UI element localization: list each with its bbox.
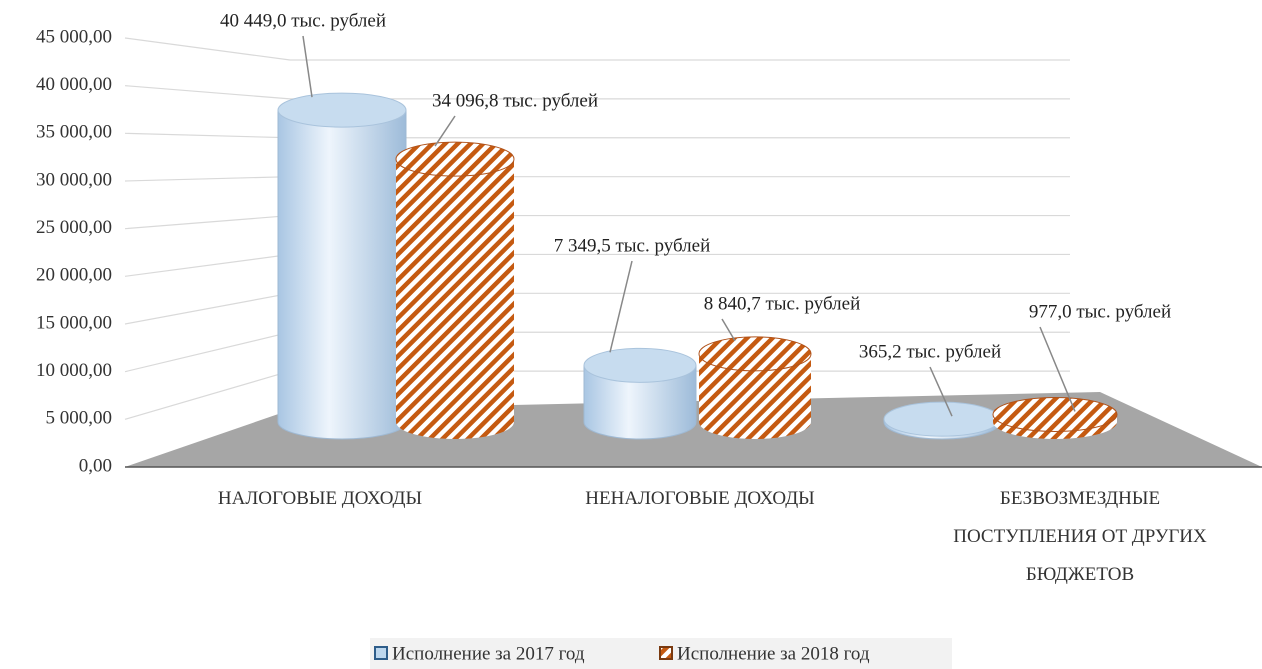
- grid-line: [124, 85, 1070, 100]
- data-label: 8 840,7 тыс. рублей: [704, 293, 861, 314]
- leader-line: [302, 35, 313, 98]
- y-tick-label: 15 000,00: [36, 312, 112, 333]
- grid-line: [124, 253, 1070, 277]
- legend-label: Исполнение за 2018 год: [677, 643, 870, 664]
- grid-line: [124, 132, 1070, 139]
- y-tick-label: 30 000,00: [36, 169, 112, 190]
- y-tick-label: 45 000,00: [36, 26, 112, 47]
- x-tick-line: ПОСТУПЛЕНИЯ ОТ ДРУГИХ: [953, 526, 1207, 547]
- y-tick-label: 20 000,00: [36, 265, 112, 286]
- bar-top: [395, 141, 515, 177]
- bar-top: [277, 92, 407, 128]
- leader-line: [609, 260, 633, 353]
- data-label: 7 349,5 тыс. рублей: [554, 235, 711, 256]
- y-tick-label: 10 000,00: [36, 360, 112, 381]
- bar: [698, 336, 812, 439]
- x-tick-line: БЕЗВОЗМЕЗДНЫЕ: [1000, 488, 1160, 509]
- grid-line: [124, 214, 1070, 230]
- bar-body: [396, 159, 514, 439]
- bar: [583, 347, 697, 440]
- data-label: 40 449,0 тыс. рублей: [220, 10, 386, 31]
- bar: [883, 401, 1001, 440]
- bar: [277, 92, 407, 440]
- leader-line: [1039, 326, 1076, 412]
- bar-top: [583, 347, 697, 383]
- y-tick-label: 25 000,00: [36, 217, 112, 238]
- grid-line: [124, 37, 1070, 61]
- bar-top: [698, 336, 812, 372]
- bar: [395, 141, 515, 439]
- bar-body: [583, 364, 697, 440]
- x-tick-label: БЕЗВОЗМЕЗДНЫЕ ПОСТУПЛЕНИЯ ОТ ДРУГИХ БЮДЖЕТ…: [953, 488, 1207, 585]
- leader-line: [721, 318, 736, 342]
- bar-top: [992, 396, 1118, 432]
- x-tick-label: НАЛОГОВЫЕ ДОХОДЫ: [218, 488, 422, 509]
- legend-label: Исполнение за 2017 год: [392, 643, 585, 664]
- y-tick-label: 5 000,00: [46, 408, 113, 429]
- x-tick-line: БЮДЖЕТОВ: [1026, 564, 1134, 585]
- data-label: 34 096,8 тыс. рублей: [432, 90, 598, 111]
- x-tick-line: НЕНАЛОГОВЫЕ ДОХОДЫ: [585, 488, 814, 509]
- x-tick-label: НЕНАЛОГОВЫЕ ДОХОДЫ: [585, 488, 814, 509]
- y-tick-label: 0,00: [79, 455, 112, 476]
- data-label: 977,0 тыс. рублей: [1029, 301, 1171, 322]
- data-label: 365,2 тыс. рублей: [859, 341, 1001, 362]
- grid-line: [124, 176, 1070, 182]
- bar-top: [883, 401, 1001, 437]
- y-tick-label: 35 000,00: [36, 122, 112, 143]
- bar-body: [277, 109, 407, 440]
- legend-marker: [374, 646, 388, 660]
- legend-marker: [659, 646, 673, 660]
- bar: [992, 396, 1118, 439]
- grid-line: [124, 292, 1070, 325]
- bar-body: [699, 353, 811, 439]
- x-tick-line: НАЛОГОВЫЕ ДОХОДЫ: [218, 488, 422, 509]
- leader-line: [434, 115, 456, 147]
- leader-line: [929, 366, 953, 417]
- y-tick-label: 40 000,00: [36, 74, 112, 95]
